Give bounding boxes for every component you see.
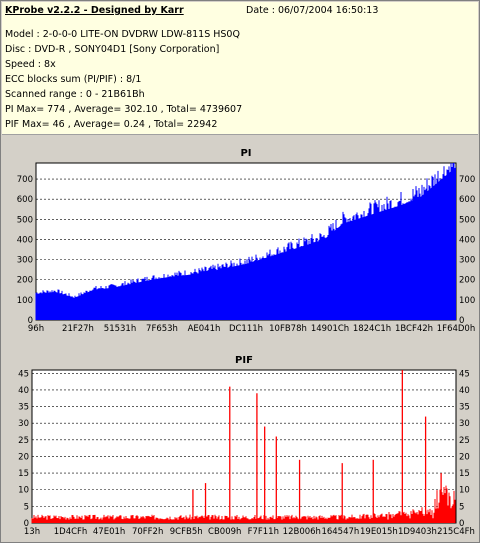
y-tick-label-right: 10 — [459, 486, 470, 496]
y-tick-label-right: 20 — [459, 452, 470, 462]
x-tick-label: 1F64D0h — [437, 324, 475, 334]
x-tick-label: 70FF2h — [132, 527, 163, 537]
y-tick-label-left: 400 — [17, 235, 33, 245]
x-tick-label: 1BCF42h — [395, 324, 433, 334]
x-tick-label: 7F653h — [146, 324, 178, 334]
disc-type: Disc : DVD-R , SONY04D1 [Sony Corporatio… — [5, 44, 220, 55]
plot-area — [31, 369, 457, 524]
drive-model: Model : 2-0-0-0 LITE-ON DVDRW LDW-811S H… — [5, 29, 240, 40]
y-tick-label-right: 30 — [459, 419, 470, 429]
y-tick-label-left: 40 — [18, 386, 29, 396]
x-tick-label: 1D4CFh — [54, 527, 88, 537]
x-tick-label: CB009h — [208, 527, 241, 537]
x-tick-label: 51531h — [104, 324, 136, 334]
pif-stats: PIF Max= 46 , Average= 0.24 , Total= 229… — [5, 119, 218, 130]
y-tick-label-left: 700 — [17, 175, 33, 185]
x-tick-label: 47E01h — [93, 527, 125, 537]
pi-chart: PI 0 0 100 100 200 200 300 300 400 400 500 500 600 600… — [2, 144, 478, 344]
chart-title: PI — [240, 148, 251, 159]
panel-divider — [2, 135, 478, 143]
x-tick-label: 164547h — [321, 527, 359, 537]
y-tick-label-right: 40 — [459, 386, 470, 396]
y-tick-label-right: 100 — [459, 296, 475, 306]
y-tick-label-right: 0 — [459, 316, 464, 326]
app-title: KProbe v2.2.2 - Designed by Karr — [5, 5, 184, 16]
x-tick-label: 1824C1h — [353, 324, 391, 334]
x-tick-label: AE041h — [188, 324, 221, 334]
y-tick-label-right: 600 — [459, 195, 475, 205]
y-tick-label-left: 35 — [18, 403, 29, 413]
pi-series-texture — [35, 163, 456, 320]
y-tick-label-left: 45 — [18, 369, 29, 379]
pi-stats: PI Max= 774 , Average= 302.10 , Total= 4… — [5, 104, 243, 115]
y-tick-label-left: 600 — [17, 195, 33, 205]
pif-series-texture — [31, 485, 456, 523]
y-tick-label-left: 200 — [17, 276, 33, 286]
y-tick-label-right: 200 — [459, 276, 475, 286]
x-tick-label: 21F27h — [62, 324, 94, 334]
y-tick-label-left: 500 — [17, 215, 33, 225]
y-tick-label-left: 10 — [18, 486, 29, 496]
x-tick-label: 1D9403h — [398, 527, 437, 537]
y-tick-label-left: 25 — [18, 436, 29, 446]
y-tick-label-right: 700 — [459, 175, 475, 185]
y-tick-label-left: 5 — [24, 502, 29, 512]
x-tick-label: DC111h — [229, 324, 263, 334]
y-tick-label-right: 5 — [459, 502, 464, 512]
y-tick-label-right: 35 — [459, 403, 470, 413]
x-tick-label: 9CFB5h — [170, 527, 203, 537]
scan-info-panel: KProbe v2.2.2 - Designed by Karr Date : … — [2, 2, 478, 135]
chart-title: PIF — [235, 355, 253, 366]
y-tick-label-right: 400 — [459, 235, 475, 245]
y-tick-label-left: 100 — [17, 296, 33, 306]
y-tick-label-left: 20 — [18, 452, 29, 462]
ecc-blocks: ECC blocks sum (PI/PIF) : 8/1 — [5, 74, 142, 85]
x-tick-label: 13h — [24, 527, 40, 537]
scanned-range: Scanned range : 0 - 21B61Bh — [5, 89, 145, 100]
x-tick-label: F7F11h — [248, 527, 279, 537]
x-tick-label: 19E015h — [360, 527, 398, 537]
x-tick-label: 10FB78h — [269, 324, 307, 334]
y-tick-label-left: 0 — [28, 316, 33, 326]
y-tick-label-right: 15 — [459, 469, 470, 479]
scan-date: Date : 06/07/2004 16:50:13 — [246, 5, 379, 16]
y-tick-label-right: 300 — [459, 256, 475, 266]
y-tick-label-right: 0 — [459, 519, 464, 529]
scan-speed: Speed : 8x — [5, 59, 56, 70]
y-tick-label-right: 25 — [459, 436, 470, 446]
x-tick-label: 14901Ch — [311, 324, 349, 334]
y-tick-label-left: 15 — [18, 469, 29, 479]
y-tick-label-right: 45 — [459, 369, 470, 379]
y-tick-label-left: 300 — [17, 256, 33, 266]
y-tick-label-left: 0 — [24, 519, 29, 529]
pif-chart: PIF 0 0 5 5 10 10 15 15 20 20 25 25 30 30 35 35 40 40 45 45 1… — [2, 346, 478, 542]
x-tick-label: 12B006h — [283, 527, 321, 537]
x-tick-label: 96h — [28, 324, 44, 334]
x-tick-label: 215C4Fh — [437, 527, 475, 537]
y-tick-label-right: 500 — [459, 215, 475, 225]
y-tick-label-left: 30 — [18, 419, 29, 429]
